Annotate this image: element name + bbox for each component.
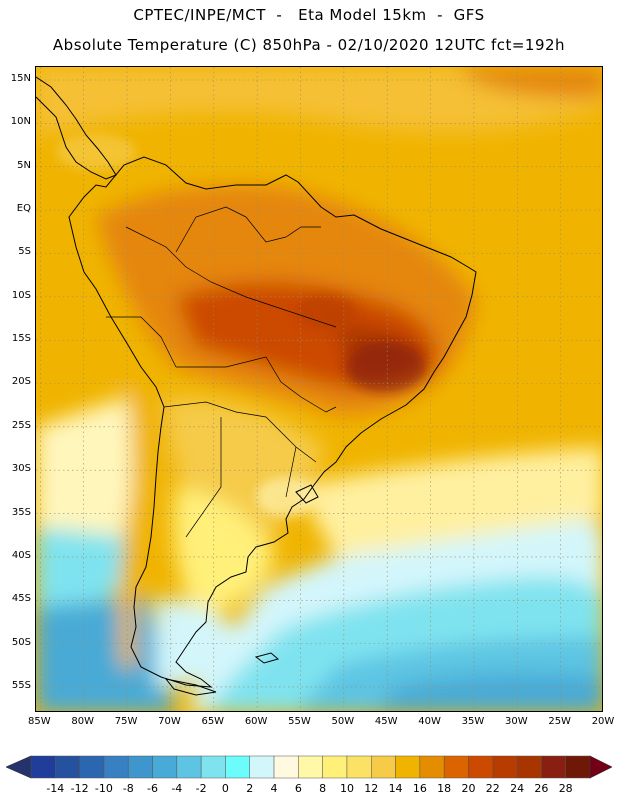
color-scale-bar [6, 755, 612, 779]
colorbar-swatch [346, 755, 372, 779]
coastlines [36, 76, 477, 696]
colorbar-swatch [468, 755, 494, 779]
latitude-label: 5S [18, 246, 31, 258]
grid-lines [36, 67, 602, 711]
latitude-label: 15N [10, 73, 31, 84]
colorbar-swatch [79, 755, 105, 779]
colorbar-swatch [249, 755, 275, 779]
falklands [254, 652, 280, 664]
colorbar-swatch [152, 755, 178, 779]
colorbar-swatch [371, 755, 396, 779]
longitude-label: 35W [461, 716, 485, 727]
colorbar-tick-label: 2 [246, 782, 254, 795]
central-america-coastline [36, 76, 117, 180]
colorbar-tick-label: 28 [558, 782, 573, 795]
colorbar-tick-label: -8 [122, 782, 134, 795]
longitude-label: 75W [114, 716, 138, 727]
colorbar-tick-label: 6 [294, 782, 302, 795]
latitude-label: 5N [17, 159, 31, 171]
title-line-2: Absolute Temperature (C) 850hPa - 02/10/… [52, 36, 566, 54]
temperature-map [36, 67, 602, 711]
colorbar-tick-label: 18 [437, 782, 452, 795]
colorbar-tick-label: 8 [319, 782, 327, 795]
colorbar-swatch [200, 755, 226, 779]
latitude-label: 35S [11, 506, 31, 518]
colorbar-swatch [103, 755, 129, 779]
colorbar-swatch [273, 755, 299, 779]
detail-shading [56, 134, 426, 517]
colorbar-swatch [419, 755, 445, 779]
colorbar-swatch [30, 755, 56, 779]
latitude-label: 50S [11, 636, 31, 648]
lake-lagoon [295, 484, 319, 504]
colorbar-swatch [322, 755, 348, 779]
colorbar-swatch [492, 755, 518, 779]
colorbar-tick-label: -6 [147, 782, 158, 795]
latitude-label: 30S [11, 463, 31, 475]
tierra-del-fuego [164, 678, 217, 696]
longitude-label: 30W [504, 716, 528, 727]
colorbar-swatch [225, 755, 250, 779]
colorbar-swatch [516, 755, 542, 779]
latitude-label: 55S [11, 679, 31, 691]
country-borders [106, 206, 337, 538]
colorbar-tick-label: 26 [534, 782, 549, 795]
longitude-label: 45W [374, 716, 398, 727]
colorbar-tick-label: -14 [46, 782, 65, 795]
latitude-label: 15S [11, 333, 31, 345]
title-line-1: CPTEC/INPE/MCT - Eta Model 15km - GFS [133, 6, 485, 24]
colorbar-tick-label: 22 [485, 782, 500, 795]
latitude-label: EQ [16, 203, 31, 215]
latitude-label: 45S [11, 593, 31, 605]
colorbar-swatch [395, 755, 421, 779]
colorbar-tick-label: 24 [510, 782, 525, 795]
colorbar-tick-label: 12 [364, 782, 379, 795]
colorbar-tick-label: 16 [412, 782, 427, 795]
longitude-label: 85W [28, 716, 51, 727]
colorbar-tick-label: -12 [70, 782, 89, 795]
colorbar-tick-label: 0 [221, 782, 229, 795]
map-panel[interactable] [35, 66, 603, 712]
longitude-label: 20W [591, 716, 615, 727]
temperature-field [36, 67, 602, 711]
colorbar-tick-label: 10 [339, 782, 354, 795]
longitude-label: 55W [288, 716, 311, 727]
colorbar-swatch [55, 755, 80, 779]
colorbar-tick-label: 4 [270, 782, 278, 795]
longitude-label: 40W [418, 716, 441, 727]
colorbar-tick-label: -10 [94, 782, 113, 795]
latitude-label: 10S [11, 289, 31, 301]
colorbar-swatch [298, 755, 323, 779]
colorbar-tick-label: -2 [195, 782, 207, 795]
longitude-label: 70W [158, 716, 181, 727]
colorbar-tick-label: 20 [461, 782, 476, 795]
south-america-coastline [68, 156, 477, 688]
latitude-label: 20S [11, 376, 31, 388]
colorbar-tick-label: 14 [388, 782, 403, 795]
latitude-label: 10N [10, 116, 31, 128]
longitude-label: 60W [244, 716, 268, 727]
colorbar-swatch [541, 755, 566, 779]
colorbar-swatch [443, 755, 469, 779]
longitude-label: 50W [331, 716, 355, 727]
colorbar-high-arrow [589, 755, 612, 779]
colorbar-tick-label: -4 [171, 782, 183, 795]
longitude-label: 65W [201, 716, 225, 727]
latitude-label: 40S [11, 549, 31, 561]
colorbar-swatch [127, 755, 153, 779]
colorbar-low-arrow [6, 755, 32, 779]
longitude-label: 80W [71, 716, 94, 727]
colorbar-swatch [565, 755, 591, 779]
longitude-label: 25W [548, 716, 571, 727]
latitude-label: 25S [11, 419, 31, 431]
colorbar-swatch [176, 755, 202, 779]
